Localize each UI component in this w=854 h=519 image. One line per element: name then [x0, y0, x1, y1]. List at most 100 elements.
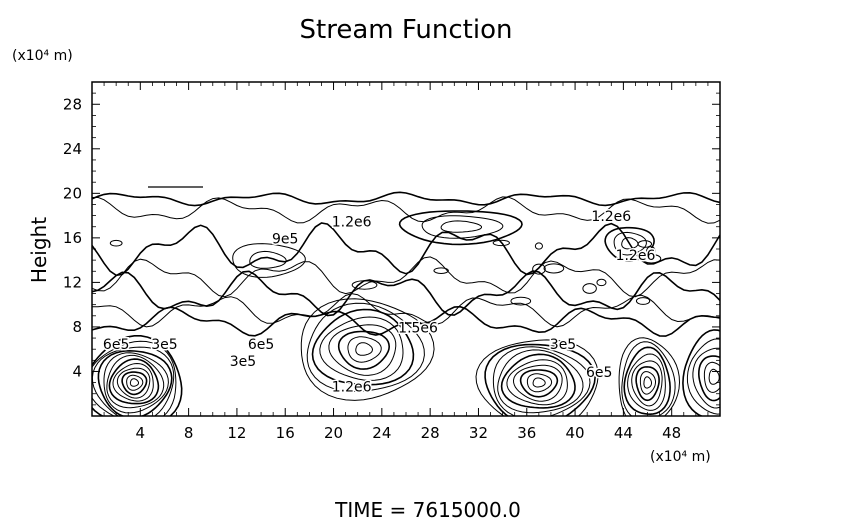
contour-ring [703, 361, 720, 393]
contour-ring [512, 364, 563, 402]
contour-ring [526, 373, 553, 393]
x-tick-label: 36 [517, 424, 536, 442]
contour-label: 3e5 [151, 337, 177, 353]
x-axis-unit: (x10⁴ m) [650, 449, 711, 465]
x-tick-label: 8 [184, 424, 194, 442]
contour-ring [623, 346, 671, 416]
contour-cell [534, 242, 543, 250]
contour-ring [643, 376, 652, 389]
contour-ring [484, 343, 596, 416]
contour-ring [319, 316, 404, 381]
contour-label: 1.5e6 [398, 321, 438, 337]
x-tick-label: 16 [276, 424, 295, 442]
contour-ring [328, 324, 397, 376]
contour-ring [347, 336, 382, 363]
contour-band [92, 256, 720, 298]
contour-cell [109, 239, 123, 247]
contour-ring [306, 302, 425, 393]
contour-cell [596, 278, 607, 287]
contour-ring [398, 210, 523, 246]
contour-cell [510, 296, 532, 306]
contour-ring [92, 335, 183, 416]
contour-cell [641, 253, 662, 264]
contour-band [92, 196, 720, 224]
contour-ring [635, 366, 660, 402]
contour-ring [621, 341, 676, 416]
x-tick-label: 28 [421, 424, 440, 442]
contour-ring [440, 220, 482, 233]
contour-ring [126, 374, 144, 391]
contour-label: 1.2e6 [591, 209, 631, 225]
contour-label: 3e5 [230, 354, 256, 370]
contour-ring [475, 339, 599, 416]
contour-ring [92, 340, 177, 416]
contour-cell [635, 297, 651, 305]
contour-ring [103, 352, 169, 414]
contour-ring [311, 308, 415, 386]
contour-ring [631, 360, 663, 407]
x-tick-label: 48 [662, 424, 681, 442]
contour-cell [492, 239, 510, 247]
x-tick-label: 20 [324, 424, 343, 442]
contour-cell [543, 263, 565, 274]
contour-ring [129, 378, 139, 387]
contour-ring [618, 337, 681, 416]
contour-ring [682, 329, 720, 416]
contour-label: 9e5 [272, 231, 298, 247]
chart-title: Stream Function [300, 15, 513, 45]
contour-ring [108, 358, 160, 405]
contour-ring [639, 371, 656, 395]
contour-ring [697, 355, 720, 402]
y-axis-label: Height [27, 217, 51, 283]
contour-ring [355, 342, 374, 356]
contour-band [92, 222, 720, 277]
contour-ring [112, 362, 154, 402]
contour-ring [492, 346, 591, 416]
contour-ring [97, 349, 173, 416]
contour-label: 3e5 [550, 337, 576, 353]
contour-cell [637, 240, 653, 248]
contour-label: 1.2e6 [616, 248, 656, 264]
contour-label: 6e5 [248, 337, 274, 353]
contour-ring [519, 369, 559, 398]
contour-ring [232, 243, 306, 278]
contour-cell [433, 267, 449, 274]
y-axis-unit: (x10⁴ m) [12, 48, 73, 64]
x-tick-label: 44 [614, 424, 633, 442]
time-footer: TIME = 7615000.0 [334, 498, 521, 519]
y-tick-label: 20 [63, 184, 82, 202]
contour-label: 1.2e6 [332, 215, 372, 231]
contour-lines [92, 191, 720, 416]
contour-ring [708, 368, 720, 385]
y-tick-label: 24 [63, 140, 82, 158]
y-tick-label: 16 [63, 229, 82, 247]
y-tick-label: 28 [63, 95, 82, 113]
contour-ring [116, 367, 151, 399]
contour-ring [692, 347, 720, 409]
contour-ring [121, 371, 148, 396]
contour-ring [686, 338, 720, 415]
contour-ring [249, 250, 287, 269]
contour-cell [351, 280, 378, 290]
contour-label: 6e5 [586, 365, 612, 381]
contour-ring [506, 359, 568, 406]
contour-ring [421, 215, 504, 239]
contour-ring [300, 298, 435, 401]
y-tick-label: 8 [72, 318, 82, 336]
x-tick-label: 24 [372, 424, 391, 442]
contour-ring [497, 349, 584, 414]
contour-cell [582, 283, 597, 294]
contour-ring [627, 353, 666, 411]
contour-ring [106, 354, 165, 409]
contour-ring [500, 353, 576, 409]
contour-cell [532, 263, 546, 275]
contour-ring [613, 231, 647, 256]
x-tick-label: 40 [566, 424, 585, 442]
contour-ring [532, 377, 546, 388]
contour-band [92, 270, 720, 317]
contour-ring [337, 330, 391, 370]
y-tick-label: 4 [72, 362, 82, 380]
contour-label: 1.2e6 [332, 380, 372, 396]
